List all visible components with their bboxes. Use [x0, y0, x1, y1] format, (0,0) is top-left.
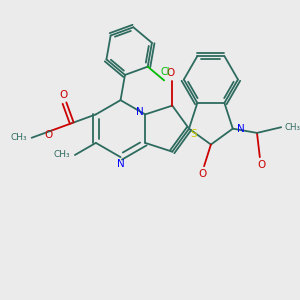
Text: CH₃: CH₃ [285, 123, 300, 132]
Text: N: N [237, 124, 245, 134]
Text: O: O [59, 90, 67, 100]
Text: O: O [167, 68, 175, 78]
Text: O: O [257, 160, 266, 170]
Text: Cl: Cl [161, 68, 170, 77]
Text: S: S [190, 129, 196, 139]
Text: CH₃: CH₃ [11, 133, 27, 142]
Text: N: N [136, 106, 144, 117]
Text: N: N [117, 159, 124, 169]
Text: O: O [44, 130, 52, 140]
Text: O: O [199, 169, 207, 179]
Text: CH₃: CH₃ [54, 151, 70, 160]
